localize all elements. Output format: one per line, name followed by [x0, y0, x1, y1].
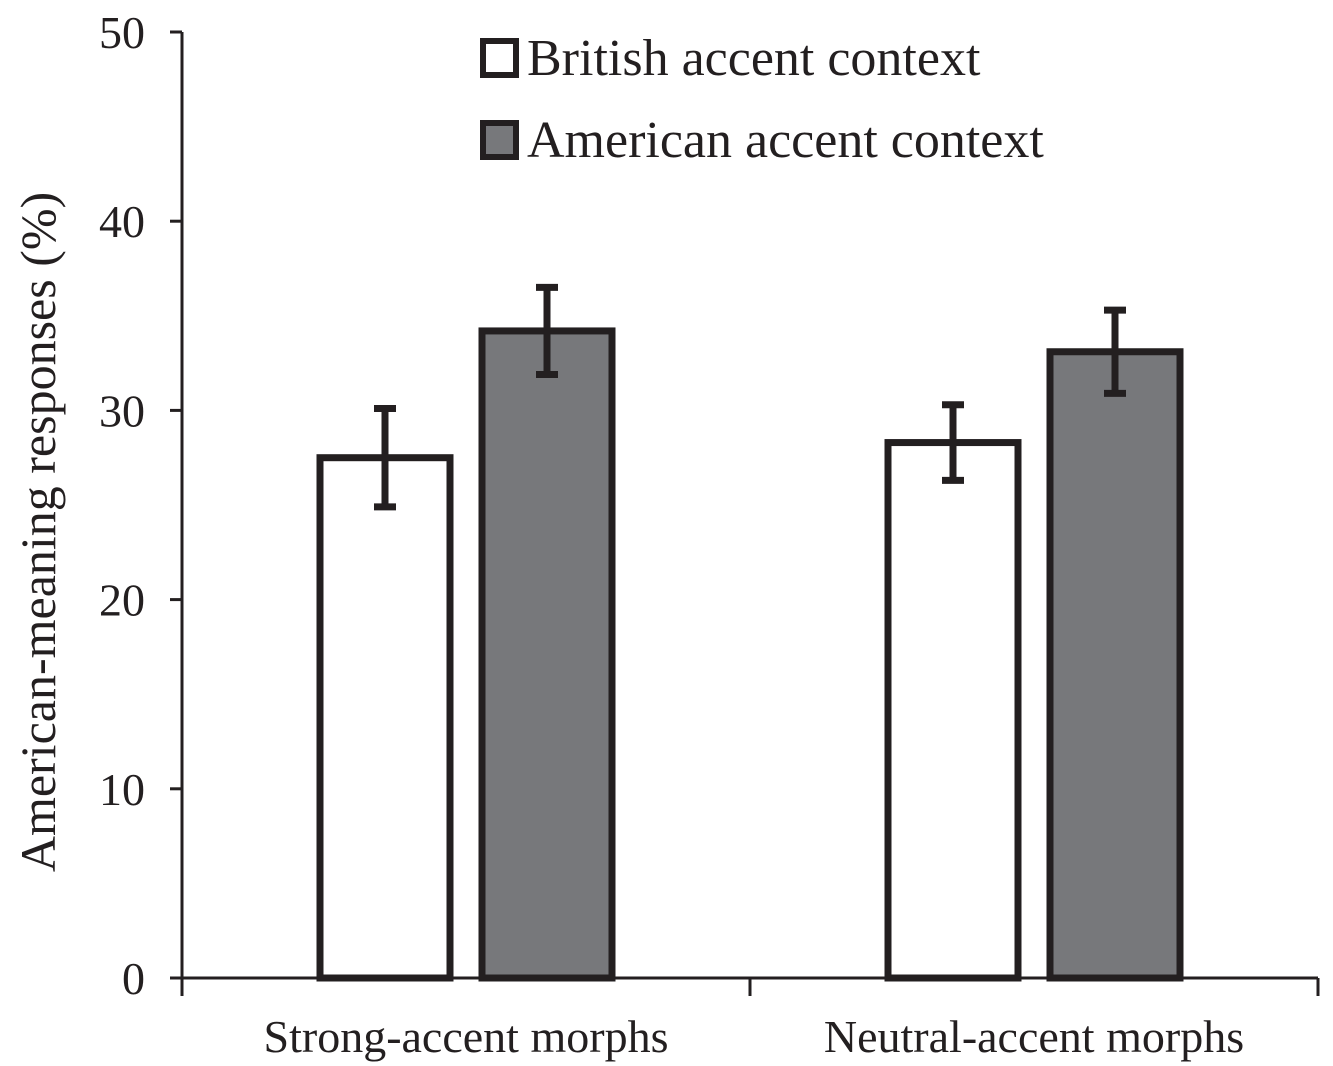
y-ticks: 0 10 20 30 40 50 [99, 7, 182, 1004]
bar-american-neutral [1046, 348, 1184, 982]
error-bar [374, 405, 396, 511]
legend: British accent context American accent co… [480, 30, 1044, 169]
error-bar [942, 401, 964, 484]
legend-item: British accent context [480, 30, 981, 87]
y-tick-label: 0 [122, 953, 145, 1004]
legend-label: American accent context [527, 112, 1044, 169]
y-tick-label: 10 [99, 764, 145, 815]
bar-british-strong [316, 454, 454, 982]
legend-swatch [480, 120, 519, 160]
legend-swatch [480, 38, 519, 78]
x-ticks: Strong-accent morphs Neutral-accent morph… [180, 978, 1320, 1062]
legend-item: American accent context [480, 112, 1044, 169]
x-tick-label: Strong-accent morphs [264, 1011, 669, 1062]
error-bars [374, 283, 1126, 511]
y-tick-label: 30 [99, 385, 145, 436]
bar-british-neutral [884, 439, 1022, 982]
y-axis-label: American-meaning responses (%) [10, 192, 66, 872]
legend-label: British accent context [527, 30, 981, 87]
y-tick-label: 50 [99, 7, 145, 58]
bars [316, 327, 1184, 982]
y-tick-label: 40 [99, 196, 145, 247]
error-bar [1104, 306, 1126, 397]
y-tick-label: 20 [99, 575, 145, 626]
error-bar [536, 283, 558, 378]
bar-american-strong [478, 327, 616, 982]
x-tick-label: Neutral-accent morphs [824, 1011, 1244, 1062]
